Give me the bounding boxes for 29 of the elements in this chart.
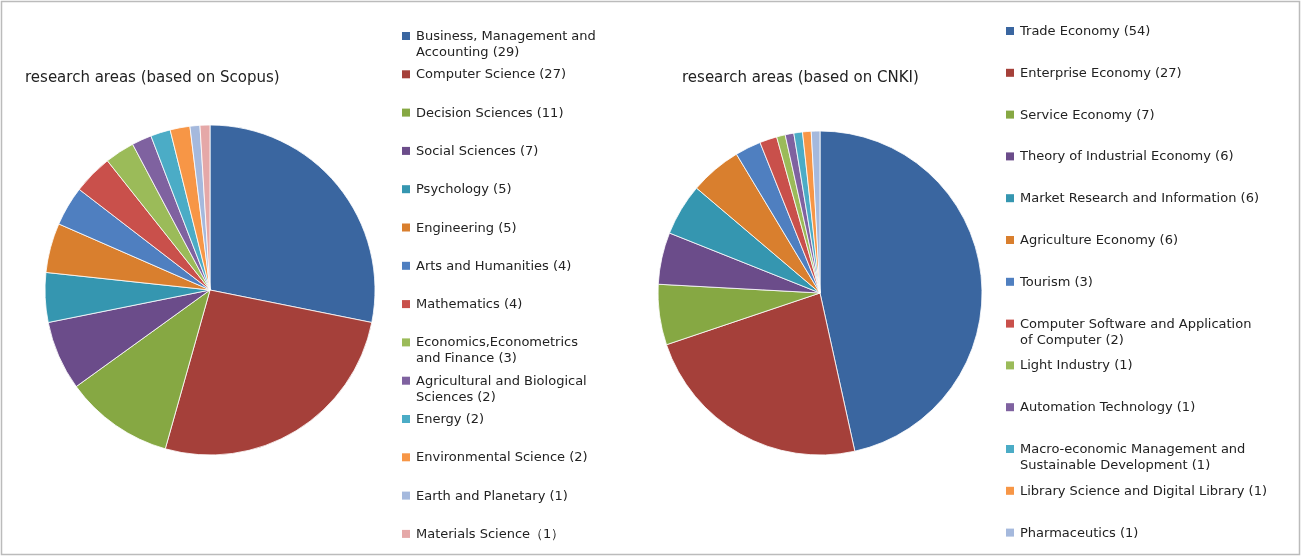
legend-label: Service Economy (7) xyxy=(1020,106,1155,122)
legend-label: Library Science and Digital Library (1) xyxy=(1020,482,1267,498)
text: research areas (based on CNKI) xyxy=(682,67,919,86)
legend-label: Decision Sciences (11) xyxy=(416,104,564,120)
legend-label: Social Sciences (7) xyxy=(416,142,539,158)
legend-label: Mathematics (4) xyxy=(416,295,523,311)
legend-label: Economics,Econometrics and Finance (3) xyxy=(416,333,579,365)
legend-label: Materials Science（1） xyxy=(416,525,565,541)
legend-label: Pharmaceutics (1) xyxy=(1020,524,1139,540)
legend-label: Environmental Science (2) xyxy=(416,448,588,464)
legend-label: Theory of Industrial Economy (6) xyxy=(1019,147,1234,163)
legend-label: Enterprise Economy (27) xyxy=(1020,64,1182,80)
legend-label: Tourism (3) xyxy=(1019,273,1093,289)
legend-label: Agricultural and Biological Sciences (2) xyxy=(416,372,587,404)
legend-label: Psychology (5) xyxy=(416,180,512,196)
legend-label: Business, Management and Accounting (29) xyxy=(416,27,596,59)
legend-label: Arts and Humanities (4) xyxy=(416,257,572,273)
legend-label: Computer Science (27) xyxy=(416,65,566,81)
legend-label: Engineering (5) xyxy=(416,219,517,234)
text: research areas (based on Scopus) xyxy=(25,67,280,86)
legend-label: Trade Economy (54) xyxy=(1019,22,1151,38)
legend-label: Light Industry (1) xyxy=(1020,356,1133,372)
legend-label: Market Research and Information (6) xyxy=(1020,189,1259,205)
legend-label: Earth and Planetary (1) xyxy=(416,487,568,503)
legend-label: Computer Software and Application of Computer (2) xyxy=(1020,315,1252,347)
legend-label: Energy (2) xyxy=(416,410,485,426)
legend-label: Macro-economic Management and Sustainable Development (1) xyxy=(1020,440,1246,472)
legend-label: Agriculture Economy (6) xyxy=(1020,231,1179,247)
legend-label: Automation Technology (1) xyxy=(1020,398,1196,414)
